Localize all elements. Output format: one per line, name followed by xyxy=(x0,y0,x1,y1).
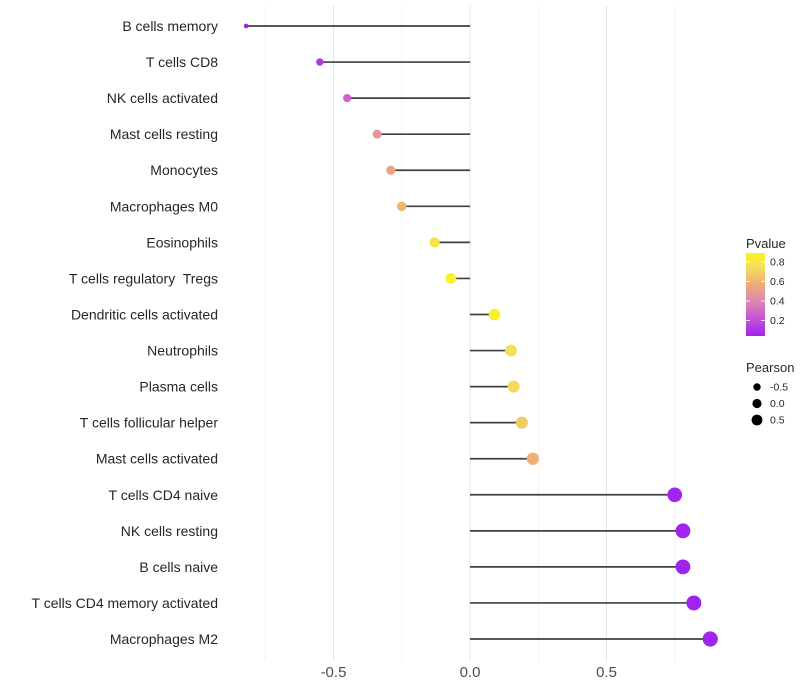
data-point xyxy=(429,237,440,248)
colorbar-tick-label: 0.6 xyxy=(770,276,785,288)
data-point xyxy=(488,308,501,321)
data-point xyxy=(702,631,718,647)
data-point xyxy=(675,523,691,539)
lollipop-row: B cells naive xyxy=(139,559,691,575)
x-axis-tick-label: -0.5 xyxy=(321,664,347,681)
size-key-dot xyxy=(752,398,762,409)
category-label: T cells CD4 memory activated xyxy=(32,595,218,611)
colorbar-tick-label: 0.4 xyxy=(770,296,785,308)
category-label: Eosinophils xyxy=(146,234,218,250)
pearson-size-keys: -0.5 0.0 0.5 xyxy=(751,382,788,427)
category-label: T cells regulatory Tregs xyxy=(69,270,218,286)
lollipop-row: Eosinophils xyxy=(146,234,470,250)
category-label: Macrophages M2 xyxy=(110,631,218,647)
gridlines xyxy=(264,6,676,661)
lollipop-row: Macrophages M0 xyxy=(110,198,470,214)
colorbar-tick-label: 0.8 xyxy=(770,257,785,269)
data-point xyxy=(507,380,520,393)
data-point xyxy=(526,452,539,465)
lollipop-row: Neutrophils xyxy=(147,343,517,359)
category-label: Macrophages M0 xyxy=(110,198,218,214)
legends: Pvalue 0.8 0.6 0.4 0.2 Pearson -0.5 0.0 0.5 xyxy=(746,236,794,427)
lollipop-row: NK cells resting xyxy=(121,523,691,539)
data-point xyxy=(243,23,249,29)
pvalue-legend-title: Pvalue xyxy=(746,236,786,251)
lollipop-row: T cells follicular helper xyxy=(80,415,528,431)
pvalue-colorbar xyxy=(746,253,765,336)
x-axis-tick-label: 0.0 xyxy=(460,664,481,681)
lollipop-row: T cells CD4 memory activated xyxy=(32,595,702,611)
data-point xyxy=(386,165,396,175)
data-point xyxy=(515,416,528,429)
category-label: B cells memory xyxy=(122,18,218,34)
lollipop-row: Dendritic cells activated xyxy=(71,306,501,322)
pearson-legend-title: Pearson xyxy=(746,360,794,375)
data-point xyxy=(686,595,702,611)
category-label: B cells naive xyxy=(139,559,218,575)
lollipop-row: Mast cells resting xyxy=(110,126,470,142)
lollipop-row: NK cells activated xyxy=(107,90,470,106)
lollipop-row: Macrophages M2 xyxy=(110,631,718,647)
x-axis: -0.5 0.0 0.5 xyxy=(321,664,617,681)
category-label: Dendritic cells activated xyxy=(71,306,218,322)
data-point xyxy=(316,58,324,66)
category-label: Plasma cells xyxy=(139,379,218,395)
size-key-label: -0.5 xyxy=(770,382,788,394)
data-point xyxy=(445,273,457,284)
data-point xyxy=(667,487,683,503)
category-label: Monocytes xyxy=(150,162,218,178)
category-label: Mast cells resting xyxy=(110,126,218,142)
lollipop-row: Monocytes xyxy=(150,162,470,178)
data-point xyxy=(675,559,691,575)
lollipop-row: Plasma cells xyxy=(139,379,520,395)
size-key-dot xyxy=(753,383,761,391)
data-point xyxy=(396,201,407,212)
category-label: Mast cells activated xyxy=(96,451,218,467)
size-key-label: 0.0 xyxy=(770,398,785,410)
data-point xyxy=(343,94,352,103)
lollipop-row: B cells memory xyxy=(122,18,470,34)
category-label: T cells CD4 naive xyxy=(109,487,219,503)
lollipop-row: Mast cells activated xyxy=(96,451,539,467)
size-key-dot xyxy=(751,414,763,426)
size-key-label: 0.5 xyxy=(770,415,785,427)
lollipop-rows: B cells memory T cells CD8 NK cells activa… xyxy=(32,18,718,647)
category-label: Neutrophils xyxy=(147,343,218,359)
lollipop-row: T cells CD8 xyxy=(146,54,470,70)
category-label: NK cells resting xyxy=(121,523,218,539)
category-label: T cells CD8 xyxy=(146,54,218,70)
category-label: NK cells activated xyxy=(107,90,218,106)
x-axis-tick-label: 0.5 xyxy=(596,664,617,681)
lollipop-row: T cells CD4 naive xyxy=(109,487,683,503)
lollipop-row: T cells regulatory Tregs xyxy=(69,270,470,286)
colorbar-tick-label: 0.2 xyxy=(770,315,785,327)
category-label: T cells follicular helper xyxy=(80,415,219,431)
data-point xyxy=(372,129,382,139)
pvalue-colorbar-ticks: 0.8 0.6 0.4 0.2 xyxy=(746,257,785,327)
data-point xyxy=(505,344,517,357)
